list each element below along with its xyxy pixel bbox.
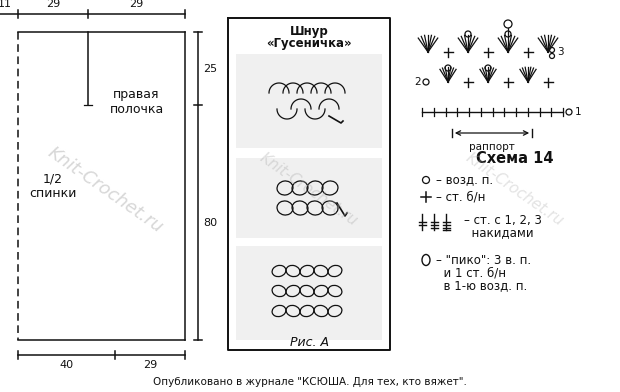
Text: накидами: накидами xyxy=(464,227,534,240)
Text: 40: 40 xyxy=(60,360,73,370)
Text: раппорт: раппорт xyxy=(469,142,515,152)
Text: 2: 2 xyxy=(414,77,421,87)
Text: и 1 ст. б/н: и 1 ст. б/н xyxy=(436,267,506,279)
Text: – ст. с 1, 2, 3: – ст. с 1, 2, 3 xyxy=(464,214,542,227)
Text: 29: 29 xyxy=(46,0,60,9)
Text: 29: 29 xyxy=(143,360,157,370)
FancyBboxPatch shape xyxy=(236,246,382,340)
Text: 1/2
спинки: 1/2 спинки xyxy=(29,172,77,200)
Text: – возд. п.: – возд. п. xyxy=(436,174,493,187)
Text: в 1-ю возд. п.: в 1-ю возд. п. xyxy=(436,279,527,292)
Text: 80: 80 xyxy=(203,218,217,228)
Text: 29: 29 xyxy=(130,0,144,9)
Text: правая
полочка: правая полочка xyxy=(110,88,164,116)
Text: Knit-Crochet.ru: Knit-Crochet.ru xyxy=(257,151,361,229)
Text: Knit-Crochet.ru: Knit-Crochet.ru xyxy=(44,143,166,236)
Text: 11: 11 xyxy=(0,0,12,9)
Text: 1: 1 xyxy=(575,107,582,117)
Text: Knit-Crochet.ru: Knit-Crochet.ru xyxy=(463,151,567,229)
Text: Рис. А: Рис. А xyxy=(290,336,329,348)
FancyBboxPatch shape xyxy=(236,54,382,148)
Text: 3: 3 xyxy=(557,47,564,57)
FancyBboxPatch shape xyxy=(236,158,382,238)
Text: 25: 25 xyxy=(203,64,217,74)
Text: – "пико": 3 в. п.: – "пико": 3 в. п. xyxy=(436,254,531,267)
Text: «Гусеничка»: «Гусеничка» xyxy=(266,36,352,49)
Text: – ст. б/н: – ст. б/н xyxy=(436,191,485,203)
Text: Схема 14: Схема 14 xyxy=(476,151,554,165)
Text: Шнур: Шнур xyxy=(290,25,329,38)
Text: Опубликовано в журнале "КСЮША. Для тех, кто вяжет".: Опубликовано в журнале "КСЮША. Для тех, … xyxy=(153,377,467,387)
